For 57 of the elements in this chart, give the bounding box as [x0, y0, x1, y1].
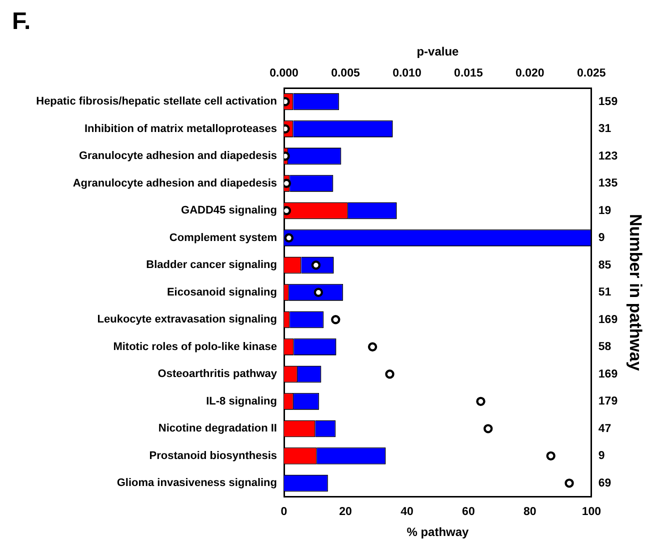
point	[314, 288, 324, 297]
point	[331, 315, 340, 324]
y2-tick-label: 51	[598, 286, 612, 299]
x2-tick-label: 0.025	[577, 67, 606, 80]
y2-tick-label: 169	[598, 368, 618, 380]
point	[284, 206, 292, 216]
y-tick-label: Mitotic roles of polo-like kinase	[113, 340, 277, 353]
point	[368, 342, 378, 352]
y2-tick-label: 85	[598, 259, 612, 272]
y-tick-label: GADD45 signaling	[181, 204, 277, 217]
y-tick-label: Granulocyte adhesion and diapedesis	[78, 150, 277, 162]
x-tick-label: 80	[524, 506, 536, 518]
y-tick-label: Glioma invasiveness signaling	[116, 477, 277, 490]
x2-tick-label: 0.020	[516, 67, 544, 80]
y-tick-label: Bladder cancer signaling	[146, 259, 277, 272]
x-tick-label: 20	[339, 506, 352, 518]
point	[476, 396, 486, 406]
y2-tick-label: 47	[598, 422, 612, 435]
y-tick-label: Eicosanoid signaling	[166, 286, 277, 298]
y-tick-label: Nicotine degradation II	[158, 422, 277, 435]
y2-tick-label: 169	[598, 314, 618, 326]
y-tick-label: Hepatic fibrosis/hepatic stellate cell activation	[36, 96, 278, 108]
y2-tick-label: 58	[598, 341, 612, 354]
x2-tick-label: 0.000	[270, 67, 298, 80]
y2-tick-label: 159	[598, 96, 618, 108]
point	[284, 178, 292, 188]
y2-tick-label: 9	[598, 450, 605, 462]
y-tick-label: Agranulocyte adhesion and diapedesis	[72, 177, 277, 190]
y2-axis-title: Number in pathway	[626, 214, 646, 372]
x2-axis-title: p-value	[416, 44, 460, 58]
x2-tick-label: 0.005	[331, 67, 360, 80]
point	[546, 451, 556, 461]
x-tick-label: 0	[280, 506, 288, 518]
text: F.	[12, 8, 31, 36]
point	[564, 478, 574, 488]
x-tick-label: 40	[400, 506, 414, 518]
y2-tick-label: 9	[598, 232, 605, 244]
y-tick-label: Complement system	[169, 232, 278, 244]
x-axis-title: % pathway	[406, 525, 470, 540]
y2-tick-label: 179	[598, 396, 618, 408]
point	[385, 370, 394, 379]
y2-tick-label: 31	[598, 123, 612, 136]
y-tick-label: Prostanoid biosynthesis	[149, 450, 277, 462]
y2-tick-label: 69	[598, 477, 612, 490]
x-tick-label: 100	[582, 506, 602, 518]
y-tick-label: IL-8 signaling	[206, 395, 277, 408]
y2-tick-label: 19	[598, 204, 612, 217]
point	[484, 424, 493, 434]
x2-tick-label: 0.010	[392, 67, 422, 80]
x2-tick-label: 0.015	[454, 67, 484, 80]
y-tick-label: Leukocyte extravasation signaling	[97, 314, 277, 326]
y-tick-label: Osteoarthritis pathway	[158, 368, 278, 380]
y2-tick-label: 123	[598, 150, 618, 162]
y2-tick-label: 135	[598, 178, 618, 190]
x-tick-label: 60	[462, 506, 475, 518]
point	[284, 233, 294, 242]
y-tick-label: Inhibition of matrix metalloproteases	[84, 122, 277, 135]
